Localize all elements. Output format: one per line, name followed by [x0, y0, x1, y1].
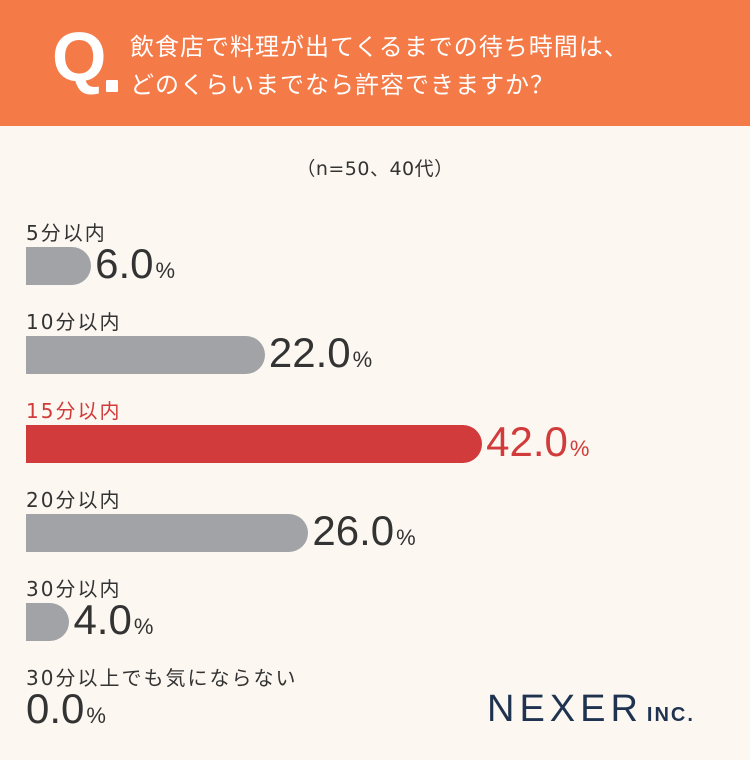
value-unit: %: [133, 614, 154, 639]
bar: [26, 247, 92, 285]
category-label: 15分以内: [26, 399, 122, 423]
category-label: 5分以内: [26, 221, 107, 245]
logo-main: NEXER: [487, 688, 643, 730]
value-number: 0.0: [26, 685, 85, 732]
question-mark: Q: [52, 18, 107, 96]
value-number: 26.0: [312, 507, 395, 554]
bar: [26, 425, 483, 463]
category-label: 20分以内: [26, 488, 122, 512]
value-unit: %: [155, 258, 176, 283]
value-unit: %: [569, 436, 590, 461]
question-header: Q 飲食店で料理が出てくるまでの待ち時間は、 どのくらいまでなら許容できますか？: [0, 0, 750, 126]
value-unit: %: [86, 703, 106, 728]
value-number: 6.0: [95, 240, 154, 287]
value-unit: %: [352, 347, 373, 372]
value-number: 4.0: [73, 596, 132, 643]
value-label: 4.0%: [73, 596, 153, 644]
value-label: 42.0%: [486, 418, 589, 466]
value-unit: %: [396, 525, 416, 550]
category-label: 10分以内: [26, 310, 122, 334]
category-label: 30分以内: [26, 577, 122, 601]
bar: [26, 514, 309, 552]
value-label: 0.0%: [26, 685, 106, 733]
bar: [26, 603, 70, 641]
bar: [26, 336, 265, 374]
value-label: 26.0%: [312, 507, 415, 555]
nexer-logo: NEXER INC.: [487, 688, 695, 731]
question-text: 飲食店で料理が出てくるまでの待ち時間は、 どのくらいまでなら許容できますか？: [130, 28, 730, 104]
value-number: 42.0: [486, 418, 568, 465]
value-label: 6.0%: [95, 240, 175, 288]
category-label: 30分以上でも気にならない: [26, 666, 298, 690]
value-label: 22.0%: [269, 329, 372, 377]
question-line-2: どのくらいまでなら許容できますか？: [130, 71, 555, 99]
value-number: 22.0: [268, 329, 351, 376]
logo-sub: INC.: [646, 704, 695, 726]
question-line-1: 飲食店で料理が出てくるまでの待ち時間は、: [130, 33, 629, 61]
sample-note: （n=50、40代）: [296, 158, 454, 180]
question-mark-dot: [106, 80, 118, 92]
